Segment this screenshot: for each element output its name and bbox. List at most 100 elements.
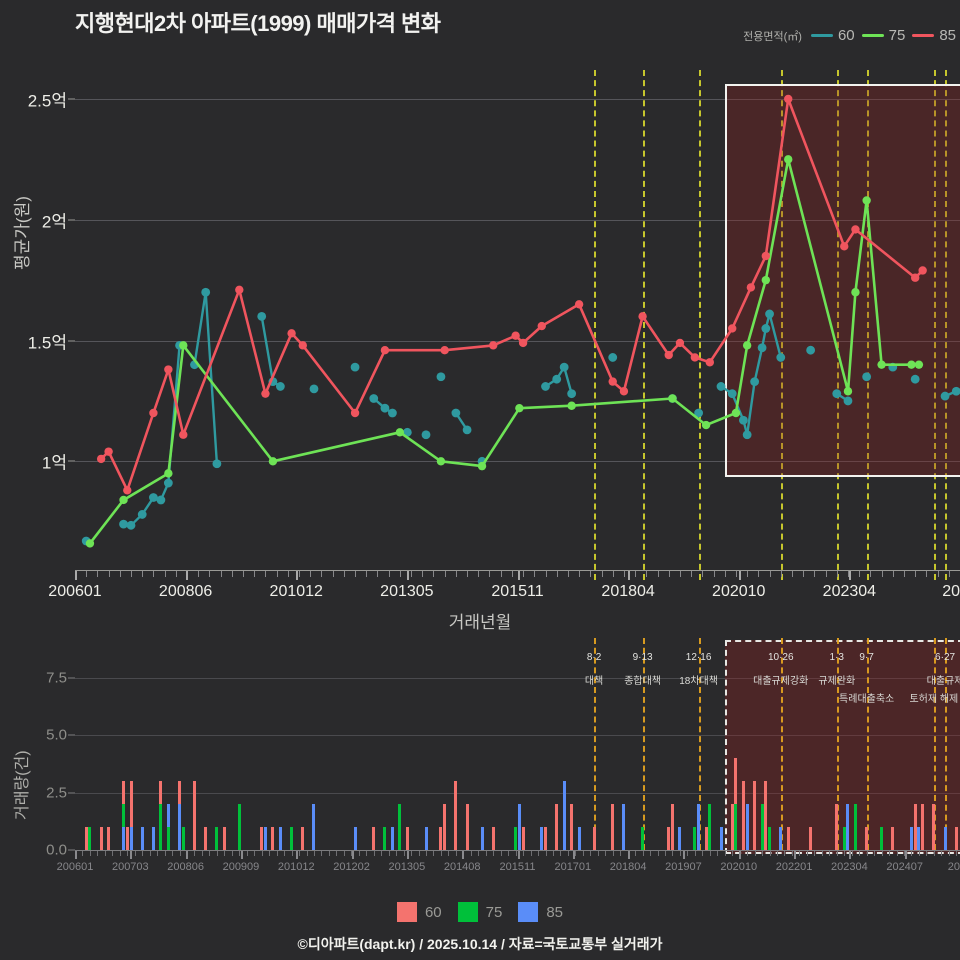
bottom-legend-item-75[interactable]: 75 — [457, 902, 502, 922]
series-point-85 — [784, 94, 793, 104]
x-tick-label: 201408 — [443, 861, 481, 873]
x-minor-tick — [209, 851, 211, 856]
y-tick — [68, 677, 75, 679]
series-point-75 — [914, 360, 924, 369]
volume-bar — [719, 827, 723, 850]
x-minor-tick — [866, 851, 868, 856]
volume-bar — [88, 827, 92, 850]
x-minor-tick — [201, 851, 203, 856]
x-minor-tick — [560, 851, 562, 856]
y-tick — [68, 219, 75, 221]
top-legend-item-85[interactable]: 85 — [912, 27, 956, 44]
x-minor-tick — [500, 571, 502, 577]
x-minor-tick — [470, 851, 472, 856]
x-minor-tick — [601, 571, 603, 577]
x-minor-tick — [948, 851, 950, 856]
x-tick-label: 202201 — [775, 861, 813, 873]
x-major-tick — [75, 851, 77, 859]
top-legend-item-75[interactable]: 75 — [861, 27, 905, 44]
series-point-60 — [541, 382, 550, 391]
bottom-legend-item-85[interactable]: 85 — [518, 902, 563, 922]
bottom-legend-item-60[interactable]: 60 — [396, 902, 442, 922]
series-point-60 — [421, 430, 431, 440]
volume-bar — [166, 827, 170, 850]
x-minor-tick — [859, 571, 861, 577]
volume-bar — [178, 804, 182, 850]
volume-bar — [159, 804, 163, 850]
x-major-tick — [683, 851, 686, 859]
x-minor-tick — [149, 851, 151, 856]
policy-vline — [866, 638, 869, 850]
series-point-75 — [877, 360, 886, 369]
policy-vline — [933, 638, 936, 850]
x-minor-tick — [448, 851, 450, 856]
x-minor-tick — [131, 571, 132, 577]
series-segment-60 — [753, 346, 764, 383]
x-minor-tick — [104, 851, 106, 856]
volume-bar — [405, 827, 409, 850]
x-tick-label: 201305 — [380, 583, 434, 600]
volume-bar — [909, 827, 913, 850]
x-minor-tick — [635, 571, 637, 577]
x-minor-tick — [735, 571, 737, 577]
x-minor-tick — [612, 851, 614, 856]
x-minor-tick — [108, 571, 110, 577]
x-major-tick — [130, 851, 133, 859]
volume-bar — [151, 827, 155, 850]
policy-vline — [698, 70, 701, 580]
volume-bar — [693, 827, 697, 850]
series-point-60 — [832, 389, 842, 399]
x-minor-tick — [119, 851, 121, 856]
x-minor-tick — [127, 851, 129, 856]
x-minor-tick — [261, 851, 263, 856]
x-minor-tick — [590, 851, 592, 856]
x-minor-tick — [343, 571, 345, 577]
x-minor-tick — [612, 571, 614, 577]
x-tick-label: 202304 — [822, 583, 877, 600]
policy-vline — [594, 70, 597, 580]
x-minor-tick — [672, 851, 674, 856]
top-legend-label-60: 60 — [837, 27, 855, 44]
x-minor-tick — [732, 851, 734, 856]
series-point-60 — [212, 459, 222, 469]
volume-bar — [398, 804, 402, 850]
x-minor-tick — [440, 851, 442, 856]
x-minor-tick — [687, 851, 689, 856]
volume-bar — [734, 758, 738, 850]
volume-bar — [913, 804, 917, 850]
x-major-tick — [240, 851, 243, 859]
x-minor-tick — [224, 851, 226, 856]
x-tick-label: 201907 — [665, 861, 702, 873]
series-point-75 — [668, 394, 677, 403]
series-point-75 — [907, 360, 916, 369]
volume-bar — [181, 827, 185, 850]
series-point-85 — [164, 365, 173, 374]
x-minor-tick — [881, 571, 883, 577]
series-point-60 — [843, 396, 853, 406]
x-major-tick — [517, 851, 520, 859]
x-minor-tick — [836, 571, 838, 577]
legend-swatch-60 — [396, 902, 417, 922]
annotation-date: 8·2 — [586, 652, 602, 663]
bottom-legend-label-60: 60 — [424, 903, 442, 921]
x-minor-tick — [399, 571, 401, 577]
series-point-60 — [739, 415, 748, 425]
series-point-60 — [436, 372, 446, 382]
price-chart: 1억 1.5억 2억 2.5억 200601 200806 201012 201305 201… — [28, 70, 960, 600]
annotation-date: 1·3 — [829, 652, 844, 663]
x-minor-tick — [291, 851, 293, 856]
series-line-85 — [99, 97, 924, 492]
annotation-label: 대출규제강화 — [753, 676, 809, 687]
series-line-75 — [88, 158, 921, 545]
x-minor-tick — [556, 571, 558, 577]
series-point-60 — [156, 495, 166, 505]
series-point-85 — [690, 353, 700, 362]
policy-vline — [780, 638, 783, 850]
top-legend-item-60[interactable]: 60 — [810, 27, 855, 44]
x-minor-tick — [194, 851, 196, 856]
x-major-tick — [75, 571, 77, 580]
volume-bar — [670, 804, 674, 850]
y-tick-label: 0.0 — [46, 841, 67, 859]
volume-bar — [954, 827, 958, 850]
x-minor-tick — [717, 851, 719, 856]
